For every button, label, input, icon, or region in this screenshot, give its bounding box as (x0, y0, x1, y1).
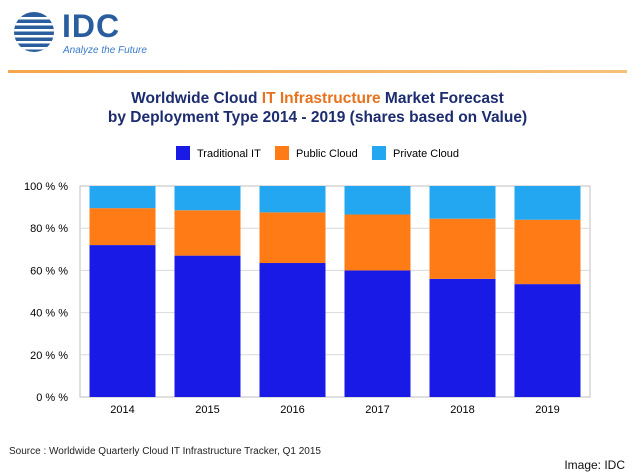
logo-tagline: Analyze the Future (63, 45, 147, 56)
bar-public-cloud-2019 (514, 219, 581, 285)
legend-label-private-cloud: Private Cloud (393, 148, 459, 160)
source-note: Source : Worldwide Quarterly Cloud IT In… (9, 446, 321, 457)
x-tick-label: 2018 (450, 404, 474, 416)
legend-label-public-cloud: Public Cloud (296, 148, 358, 160)
bar-public-cloud-2018 (429, 218, 496, 279)
y-tick-label: 100 % % (24, 181, 68, 193)
plot-area-frame (79, 185, 591, 398)
bar-public-cloud-2017 (344, 214, 411, 271)
title-part-a: Worldwide Cloud (131, 90, 262, 107)
bar-public-cloud-2016 (259, 212, 326, 264)
title-line-2: by Deployment Type 2014 - 2019 (shares b… (107, 109, 528, 126)
bar-traditional-it-2018 (429, 278, 496, 397)
y-tick-label: 60 % % (30, 265, 68, 277)
title-part-b: Market Forecast (380, 90, 504, 107)
bar-private-cloud-2015 (174, 186, 241, 211)
stacked-bar-chart: 0 % % 20 % % 40 % % 60 % % 80 % % 100 % % 2014… (24, 146, 591, 416)
y-tick-label: 80 % % (30, 223, 68, 235)
bar-traditional-it-2017 (344, 270, 411, 397)
y-tick-label: 0 % % (36, 392, 68, 404)
bar-traditional-it-2016 (259, 263, 326, 397)
title-highlight: IT Infrastructure (261, 90, 381, 107)
title-line-1: Worldwide Cloud IT Infrastructure Market… (0, 89, 635, 108)
image-credit: Image: IDC (564, 458, 625, 472)
bar-traditional-it-2019 (514, 284, 581, 397)
x-tick-label: 2014 (110, 404, 134, 416)
bar-private-cloud-2016 (259, 186, 326, 213)
legend-swatch-public-cloud (275, 146, 289, 160)
bar-private-cloud-2018 (429, 186, 496, 219)
bar-traditional-it-2015 (174, 255, 241, 397)
bar-public-cloud-2015 (174, 210, 241, 256)
legend-swatch-private-cloud (372, 146, 386, 160)
y-tick-label: 40 % % (30, 308, 68, 320)
globe-icon (14, 12, 54, 52)
x-tick-label: 2019 (535, 404, 559, 416)
bar-private-cloud-2017 (344, 186, 411, 215)
logo-brand: IDC (62, 8, 121, 44)
bar-traditional-it-2014 (89, 245, 156, 397)
x-tick-label: 2015 (195, 404, 219, 416)
y-tick-label: 20 % % (30, 350, 68, 362)
idc-logo: IDC Analyze the Future (12, 8, 172, 56)
chart-title: Worldwide Cloud IT Infrastructure Market… (0, 89, 635, 127)
legend-swatch-traditional-it (176, 146, 190, 160)
header-divider (8, 70, 627, 73)
bar-public-cloud-2014 (89, 208, 156, 246)
bar-private-cloud-2019 (514, 186, 581, 220)
bar-private-cloud-2014 (89, 186, 156, 209)
legend-label-traditional-it: Traditional IT (197, 148, 261, 160)
x-tick-label: 2016 (280, 404, 304, 416)
x-tick-label: 2017 (365, 404, 389, 416)
